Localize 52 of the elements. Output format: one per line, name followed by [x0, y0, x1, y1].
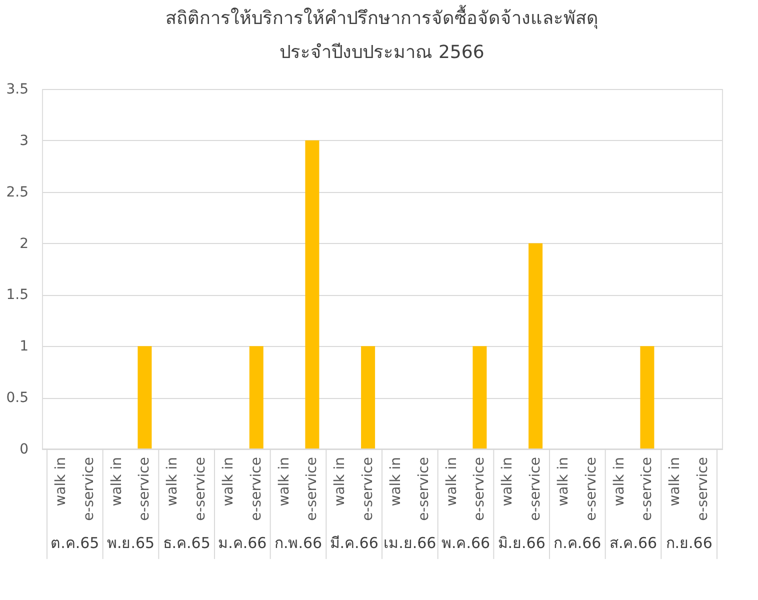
- x-tick-label: e-service: [528, 457, 544, 521]
- x-tick-label: walk in: [500, 457, 516, 506]
- text: ก.ย.66: [666, 534, 712, 552]
- bar: [528, 243, 543, 449]
- x-tick-label: e-service: [695, 457, 712, 521]
- text: มิ.ย.66: [498, 534, 546, 552]
- x-tick-label: walk in: [444, 457, 460, 506]
- bar: [640, 346, 654, 449]
- x-tick-label: walk in: [276, 457, 292, 506]
- text: ม.ค.66: [218, 534, 267, 552]
- text: ต.ค.65: [50, 534, 100, 552]
- x-tick-label: e-service: [304, 457, 320, 521]
- x-tick-label: e-service: [360, 457, 376, 521]
- text: ส.ค.66: [609, 534, 658, 552]
- x-tick-label: e-service: [639, 457, 656, 521]
- x-tick-label: walk in: [220, 457, 236, 506]
- y-tick-label: 2.5: [6, 184, 28, 200]
- x-tick-label: e-service: [472, 457, 488, 521]
- x-tick-label: e-service: [136, 457, 153, 521]
- x-tick-label: e-service: [248, 457, 264, 521]
- text: ธ.ค.65: [162, 534, 210, 552]
- bar: [138, 346, 152, 449]
- x-tick-label: walk in: [332, 457, 348, 506]
- x-tick-label: walk in: [388, 457, 404, 506]
- text: พ.ค.66: [441, 534, 490, 552]
- x-tick-label: walk in: [611, 457, 628, 506]
- x-tick-label: e-service: [583, 457, 600, 521]
- y-tick-label: 1.5: [6, 287, 28, 304]
- y-tick-label: 3: [20, 132, 28, 149]
- text: ก.ค.66: [554, 534, 602, 552]
- bar: [472, 346, 487, 449]
- bar: [249, 346, 264, 449]
- text: เม.ย.66: [384, 534, 436, 552]
- chart-title: สถิติการให้บริการให้คำปรึกษาการจัดซื้อจัดจ้างและพัสดุ ประจำปีงบประมาณ 2566: [166, 5, 598, 63]
- x-tick-label: e-service: [80, 457, 97, 521]
- x-tick-label: walk in: [52, 457, 69, 506]
- y-tick-label: 3.5: [6, 82, 28, 98]
- y-tick-label: 1: [20, 338, 28, 355]
- x-tick-label: e-service: [416, 457, 432, 521]
- text: ก.พ.66: [274, 534, 322, 552]
- text: พ.ย.65: [106, 534, 155, 552]
- x-tick-label: walk in: [108, 457, 125, 506]
- x-tick-label: walk in: [667, 457, 684, 506]
- y-tick-label: 0.5: [6, 390, 28, 406]
- x-tick-label: walk in: [164, 457, 181, 506]
- x-tick-label: e-service: [192, 457, 209, 521]
- y-tick-label: 2: [20, 236, 28, 252]
- y-tick-label: 0: [20, 442, 28, 458]
- bar: [361, 346, 376, 449]
- x-tick-label: walk in: [555, 457, 572, 506]
- bar: [305, 140, 320, 449]
- text: มี.ค.66: [330, 534, 378, 552]
